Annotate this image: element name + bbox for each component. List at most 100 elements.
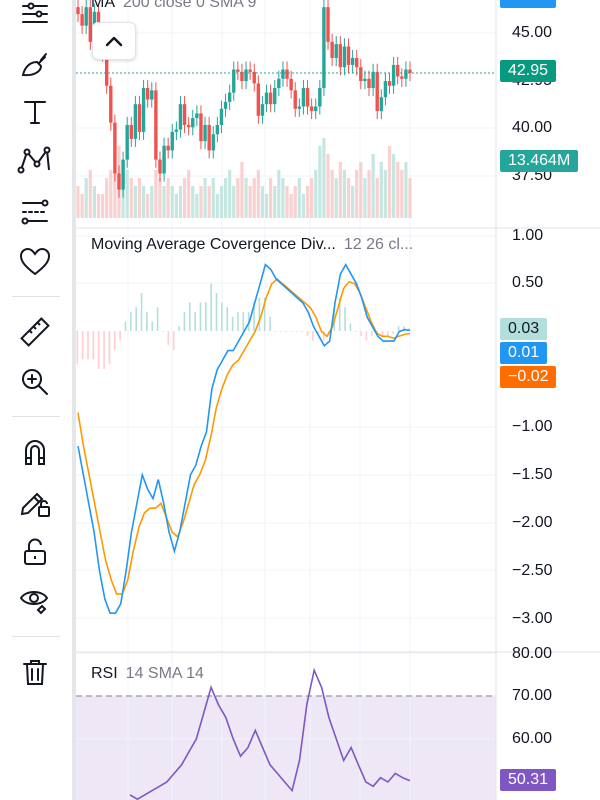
macd-line: [77, 262, 411, 615]
candle-body: [117, 173, 121, 190]
macd-tick-label: 1.00: [512, 227, 544, 244]
candle-body: [88, 7, 92, 42]
volume-bar: [334, 178, 338, 218]
candle-body: [154, 90, 158, 160]
candle-body: [404, 69, 408, 79]
volume-bar: [351, 186, 355, 218]
candle-body: [367, 78, 371, 89]
histogram-bar: [365, 331, 368, 341]
collapse-button[interactable]: [92, 22, 136, 60]
candle-body: [248, 69, 252, 72]
volume-bar: [178, 186, 183, 218]
histogram-bar: [354, 331, 357, 332]
candle-body: [260, 104, 265, 116]
menu-lines-icon[interactable]: [11, 0, 59, 34]
candle-body: [182, 104, 187, 125]
volume-bar: [379, 162, 383, 218]
zoom-in-icon[interactable]: [11, 362, 59, 402]
histogram-bar: [167, 331, 170, 346]
histogram-bar: [113, 331, 116, 350]
unlock-icon[interactable]: [11, 532, 59, 572]
brush-icon[interactable]: [11, 44, 59, 84]
volume-bar: [375, 178, 379, 218]
candle-body: [375, 71, 379, 112]
histogram-bar: [162, 331, 164, 332]
volume-bar: [154, 170, 158, 218]
volume-bar: [211, 178, 215, 218]
candle-body: [162, 145, 166, 174]
volume-bar: [105, 178, 109, 218]
candle-body: [334, 44, 338, 58]
candle-body: [379, 97, 384, 112]
eye-icon[interactable]: [11, 580, 59, 620]
volume-bar: [338, 162, 342, 218]
lock-drawing-icon[interactable]: [11, 482, 59, 522]
candle-body: [174, 129, 179, 132]
candle-body: [145, 88, 150, 100]
candle-body: [297, 106, 302, 109]
volume-bar: [248, 186, 252, 218]
volume-bar: [240, 162, 244, 218]
volume-bar: [137, 178, 142, 218]
histogram-bar: [274, 331, 277, 332]
histogram-bar: [301, 331, 304, 332]
histogram-bar: [92, 331, 95, 360]
pattern-icon[interactable]: [11, 140, 59, 180]
volume-bar: [326, 154, 330, 218]
volume-bar: [150, 186, 154, 218]
histogram-bar: [205, 302, 207, 331]
candle-body: [273, 88, 277, 105]
volume-bar: [228, 170, 232, 218]
macd-pane-name: Moving Average Covergence Div...: [91, 236, 336, 253]
text-icon[interactable]: [11, 92, 59, 132]
candle-body: [326, 7, 330, 42]
candle-body: [268, 92, 273, 105]
volume-bar: [346, 178, 351, 218]
volume-bar: [166, 178, 170, 218]
magnet-icon[interactable]: [11, 432, 59, 472]
volume-bar: [92, 186, 96, 218]
toolbar-separator: [12, 636, 60, 637]
histogram-bar: [231, 316, 234, 331]
candle-body: [330, 41, 334, 58]
macd-pane-title[interactable]: Moving Average Covergence Div... 12 26 cl…: [91, 236, 413, 254]
price-pane-title[interactable]: MA 200 close 0 SMA 9: [91, 0, 256, 12]
histogram-bar: [290, 331, 293, 332]
candle-body: [133, 104, 138, 139]
volume-bar: [396, 162, 400, 218]
rsi-pane-name: RSI: [91, 665, 118, 682]
histogram-bar: [87, 331, 89, 360]
histogram-bar: [221, 302, 223, 331]
candle-body: [195, 113, 199, 119]
candle-body: [264, 92, 269, 105]
rsi-tick-label: 60.00: [512, 730, 553, 747]
volume-bar: [285, 186, 289, 218]
chevron-up-icon: [105, 36, 123, 47]
volume-bar: [84, 178, 88, 218]
volume-bar: [244, 178, 248, 218]
candle-body: [223, 101, 228, 109]
heart-icon[interactable]: [11, 242, 59, 282]
histogram-bar: [296, 331, 298, 332]
candle-body: [109, 85, 113, 123]
histogram-bar: [338, 297, 341, 331]
macd-tick-label: −2.00: [512, 514, 553, 531]
volume-badge: 13.464M: [500, 150, 579, 172]
price-tick-label: 45.00: [512, 24, 553, 41]
last-price-badge: 42.95: [500, 60, 557, 82]
macd-tick-label: −2.50: [512, 562, 553, 579]
histogram-badge: 0.03: [500, 318, 548, 340]
fib-retracement-icon[interactable]: [11, 192, 59, 232]
volume-bar: [170, 186, 174, 218]
macd-badge: 0.01: [500, 342, 548, 364]
volume-bar: [355, 170, 359, 218]
volume-bar: [277, 170, 281, 218]
histogram-bar: [188, 302, 191, 331]
rsi-pane-title[interactable]: RSI 14 SMA 14: [91, 665, 204, 683]
candle-body: [141, 88, 146, 132]
ruler-icon[interactable]: [11, 312, 59, 352]
signal-line: [77, 277, 411, 595]
signal-badge: −0.02: [500, 366, 557, 388]
trash-icon[interactable]: [11, 652, 59, 692]
